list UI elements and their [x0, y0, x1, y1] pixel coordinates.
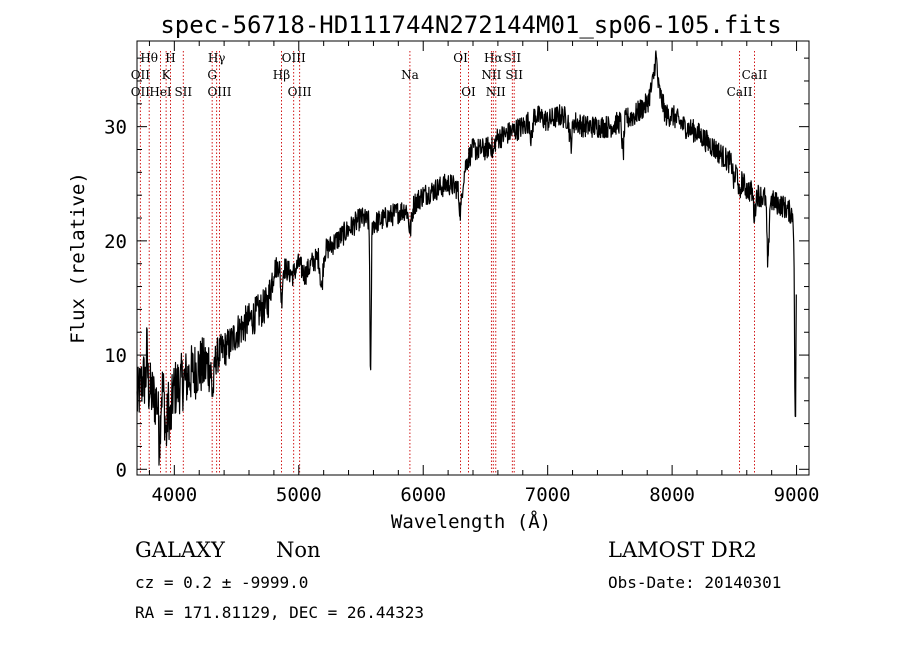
x-axis: 4000 5000 6000 7000 8000 9000	[148, 41, 820, 506]
line-label: OI	[461, 85, 476, 99]
line-label: OI	[453, 51, 468, 65]
line-label: SII	[174, 85, 192, 99]
line-label: K	[162, 68, 172, 82]
line-label: OIII	[288, 85, 312, 99]
plot-frame	[136, 40, 810, 476]
x-axis-label: Wavelength (Å)	[391, 510, 551, 533]
line-label: Hγ	[208, 51, 226, 65]
y-tick-label: 0	[116, 459, 127, 481]
chart-title: spec-56718-HD111744N272144M01_sp06-105.f…	[160, 11, 781, 39]
survey-name: LAMOST DR2	[608, 538, 757, 562]
spectrum-series	[136, 50, 797, 466]
x-tick-label: 9000	[774, 484, 820, 506]
x-tick-label: 6000	[400, 484, 446, 506]
line-label: G	[207, 68, 217, 82]
line-label: OIII	[207, 85, 231, 99]
y-tick-label: 20	[104, 231, 127, 253]
line-label: Na	[401, 68, 419, 82]
y-tick-label: 10	[104, 345, 127, 367]
line-label: NII	[486, 85, 506, 99]
x-tick-label: 4000	[151, 484, 197, 506]
line-label: NII	[481, 68, 501, 82]
line-label: H	[165, 51, 175, 65]
redshift-cz: cz = 0.2 ± -9999.0	[135, 573, 309, 592]
y-axis-label: Flux (relative)	[67, 172, 89, 344]
line-label: CaII	[742, 68, 768, 82]
line-label: HeI	[149, 85, 172, 99]
line-label: OIII	[282, 51, 306, 65]
x-tick-label: 5000	[276, 484, 322, 506]
x-tick-label: 7000	[525, 484, 571, 506]
coordinates: RA = 171.81129, DEC = 26.44323	[135, 603, 424, 622]
line-label: OII	[131, 68, 151, 82]
line-label: SII	[505, 68, 523, 82]
obs-date: Obs-Date: 20140301	[608, 573, 782, 592]
line-label: SII	[503, 51, 521, 65]
y-tick-label: 30	[104, 117, 127, 139]
object-subclass: Non	[276, 538, 321, 562]
y-axis: 0 10 20 30	[104, 57, 809, 481]
line-label: Hα	[484, 51, 503, 65]
line-label: OII	[131, 85, 151, 99]
line-label: Hβ	[273, 68, 290, 82]
line-label: Hθ	[140, 51, 158, 65]
line-label: CaII	[727, 85, 753, 99]
object-class: GALAXY	[135, 538, 225, 562]
x-tick-label: 8000	[649, 484, 695, 506]
